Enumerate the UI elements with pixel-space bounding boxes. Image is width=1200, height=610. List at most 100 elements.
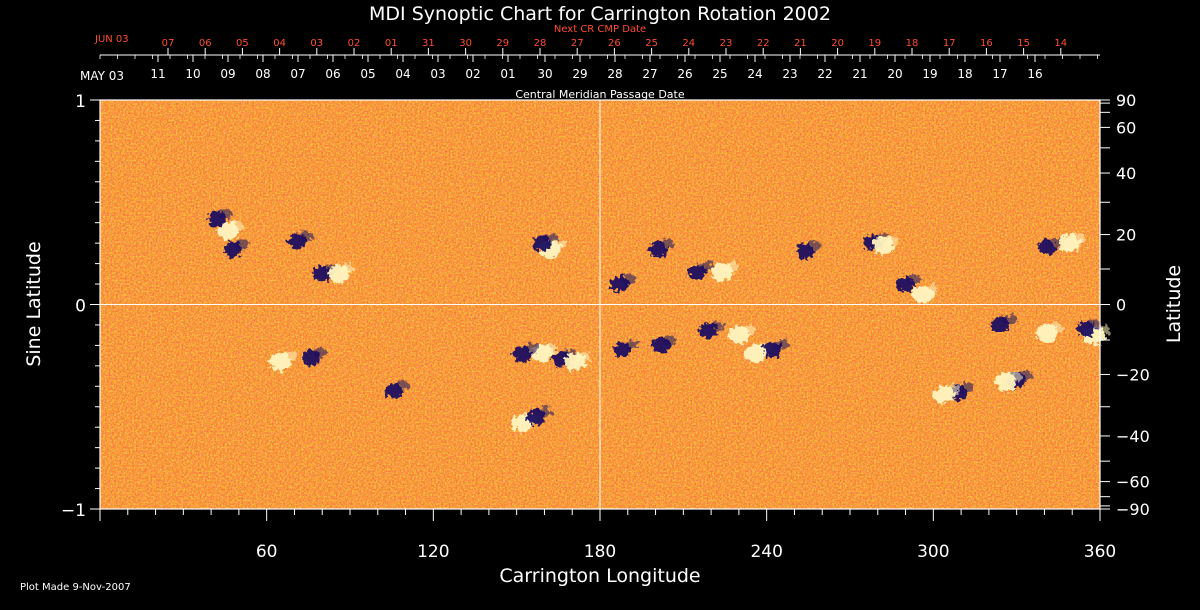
flux-plage — [710, 321, 725, 332]
active-regions — [207, 208, 1111, 433]
next-cmp-date-label: 01 — [385, 38, 398, 49]
next-cmp-date-label: 25 — [645, 38, 658, 49]
right-y-axis-label: Latitude — [1163, 265, 1185, 343]
flux-plage — [774, 339, 789, 350]
flux-plage — [282, 351, 297, 362]
next-cmp-date-label: 16 — [980, 38, 993, 49]
flux-plage — [543, 233, 558, 244]
right-y-axis-ticks: 90 60 40 20 0 −20 −40 −60 −90 — [1100, 91, 1150, 519]
right-y-tick-label: −40 — [1116, 427, 1150, 446]
flux-plage — [924, 284, 939, 295]
next-cmp-date-label: 29 — [496, 38, 509, 49]
flux-plage — [552, 239, 566, 250]
x-tick-label: 180 — [584, 542, 616, 562]
right-y-tick-label: 40 — [1116, 164, 1136, 183]
cmp-date-label: 23 — [782, 67, 797, 81]
next-cmp-date-label: 26 — [608, 38, 621, 49]
flux-plage — [299, 231, 314, 242]
right-y-tick-label: 90 — [1116, 91, 1136, 110]
flux-plage — [543, 343, 558, 354]
cmp-date-labels: 11 10 09 08 07 06 05 04 03 02 01 30 29 28 27 26 25 24 23 22… — [99, 55, 1098, 81]
cmp-date-label: 28 — [607, 67, 622, 81]
next-cmp-date-label: 17 — [943, 38, 956, 49]
flux-plage — [340, 263, 355, 274]
left-y-axis-ticks: 1 0 −1 — [61, 92, 100, 521]
cmp-date-label: 10 — [185, 67, 200, 81]
right-y-tick-label: −20 — [1116, 365, 1150, 384]
left-y-tick-label: 0 — [75, 297, 86, 317]
next-cmp-date-label: 07 — [162, 38, 175, 49]
flux-plage — [524, 343, 539, 354]
next-cmp-date-label: 30 — [459, 38, 472, 49]
flux-plage — [660, 239, 675, 250]
next-cmp-date-label: 31 — [422, 38, 435, 49]
flux-plage — [235, 239, 250, 250]
flux-plage — [396, 380, 411, 391]
next-cmp-date-label: 22 — [757, 38, 770, 49]
flux-plage — [699, 261, 714, 272]
cmp-date-label: 26 — [677, 67, 692, 81]
cmp-date-label: 24 — [747, 67, 762, 81]
right-y-tick-label: −90 — [1116, 500, 1150, 519]
cmp-month-label: MAY 03 — [80, 69, 124, 83]
next-cmp-date-label: 04 — [273, 38, 286, 49]
cmp-axis-title: Central Meridian Passage Date — [515, 88, 684, 101]
next-cmp-date-label: 24 — [682, 38, 695, 49]
next-cmp-date-label: 27 — [571, 38, 584, 49]
chart-title: MDI Synoptic Chart for Carrington Rotati… — [369, 3, 831, 25]
flux-plage — [807, 241, 822, 252]
cmp-date-label: 27 — [642, 67, 657, 81]
cmp-date-label: 30 — [537, 67, 552, 81]
next-cmp-date-label: 20 — [831, 38, 844, 49]
next-cmp-date-label: 28 — [534, 38, 547, 49]
cmp-date-label: 16 — [1027, 67, 1042, 81]
flux-plage — [907, 274, 922, 285]
flux-plage — [1007, 372, 1022, 383]
cmp-date-label: 07 — [290, 67, 305, 81]
flux-plage — [313, 347, 328, 358]
right-y-tick-label: −60 — [1116, 473, 1150, 492]
cmp-date-label: 05 — [360, 67, 375, 81]
flux-plage — [960, 382, 975, 393]
cmp-date-label: 29 — [572, 67, 587, 81]
flux-plage — [621, 274, 636, 285]
flux-plage — [229, 220, 244, 231]
next-cmp-date-label: 03 — [310, 38, 323, 49]
x-tick-label: 120 — [417, 542, 449, 562]
x-tick-label: 240 — [750, 542, 782, 562]
cmp-date-label: 21 — [852, 67, 867, 81]
cmp-date-label: 01 — [500, 67, 515, 81]
cmp-date-label: 04 — [395, 67, 410, 81]
x-axis-label: Carrington Longitude — [499, 565, 700, 587]
flux-plage — [538, 406, 553, 417]
x-tick-label: 60 — [256, 542, 278, 562]
right-y-tick-label: 20 — [1116, 226, 1136, 245]
next-cmp-date-label: 21 — [794, 38, 807, 49]
x-axis-ticks: 60 120 180 240 300 360 — [99, 509, 1116, 562]
next-cmp-date-label: 06 — [199, 38, 212, 49]
cmp-date-label: 06 — [325, 67, 340, 81]
next-cmp-month-label: JUN 03 — [94, 34, 129, 45]
right-y-tick-label: 0 — [1116, 296, 1126, 315]
right-y-tick-label: 60 — [1116, 118, 1136, 137]
plot-made-note: Plot Made 9-Nov-2007 — [20, 582, 131, 593]
flux-plage — [218, 208, 233, 219]
left-y-axis-label: Sine Latitude — [23, 241, 45, 366]
next-cmp-date-label: 19 — [868, 38, 881, 49]
next-cmp-date-label: 05 — [236, 38, 249, 49]
next-cmp-date-label: 14 — [1054, 38, 1067, 49]
next-cmp-date-labels: 07 06 05 04 03 02 01 31 30 29 28 27 26 25 24 23 22 21 20 19… — [162, 38, 1067, 55]
flux-plage — [624, 339, 639, 350]
cmp-date-label: 17 — [992, 67, 1007, 81]
flux-plage — [663, 335, 678, 346]
flux-plage — [946, 384, 961, 395]
cmp-date-label: 11 — [150, 67, 165, 81]
cmp-date-label: 02 — [465, 67, 480, 81]
next-cmp-axis-title: Next CR CMP Date — [554, 24, 646, 35]
cmp-date-label: 08 — [255, 67, 270, 81]
flux-plage — [885, 235, 900, 246]
cmp-date-label: 20 — [887, 67, 902, 81]
flux-plage — [577, 351, 591, 362]
cmp-date-label: 19 — [922, 67, 937, 81]
flux-plage — [1088, 319, 1103, 330]
